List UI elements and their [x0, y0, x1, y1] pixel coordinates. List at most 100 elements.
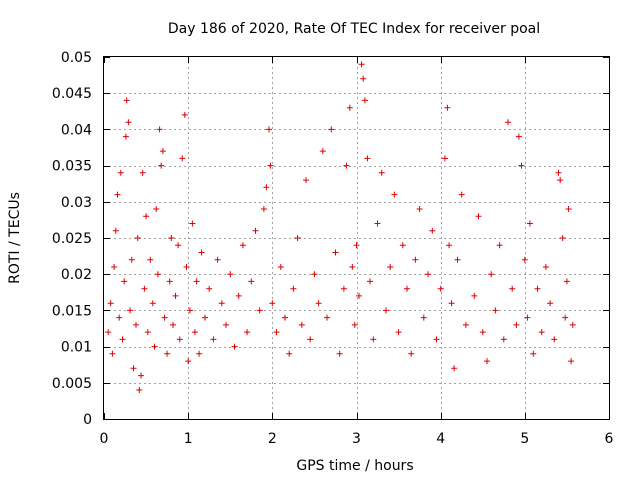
data-point	[176, 336, 183, 343]
data-point	[324, 314, 330, 321]
data-point	[134, 235, 141, 241]
data-point	[429, 227, 436, 234]
data-point	[360, 75, 367, 82]
data-point	[562, 314, 569, 321]
data-point	[416, 206, 423, 212]
data-point	[109, 350, 116, 357]
data-point	[568, 358, 575, 365]
data-point	[408, 350, 415, 357]
data-point	[153, 206, 160, 212]
data-point	[193, 278, 200, 285]
data-point	[496, 242, 503, 249]
data-point	[383, 307, 389, 314]
x-axis-title: GPS time / hours	[296, 458, 413, 474]
y-tick-label: 0.02	[61, 267, 92, 283]
data-point	[451, 365, 458, 372]
y-axis-title: ROTI / TECUs	[7, 192, 23, 284]
data-point	[509, 285, 516, 292]
x-tick-label: 1	[184, 431, 193, 447]
data-point	[328, 126, 335, 133]
data-point	[156, 126, 163, 133]
data-point	[290, 285, 297, 292]
data-point	[471, 292, 478, 299]
y-tick-label: 0.025	[52, 231, 92, 247]
data-point	[332, 249, 339, 256]
data-point	[307, 336, 314, 343]
data-point	[191, 329, 198, 336]
data-point	[557, 177, 564, 184]
data-point	[513, 321, 520, 328]
data-point	[526, 220, 533, 227]
data-point	[315, 300, 322, 307]
data-point	[239, 242, 246, 249]
data-point	[273, 329, 280, 336]
data-point	[454, 256, 461, 263]
data-point	[117, 169, 124, 176]
data-point	[164, 350, 171, 357]
grid	[104, 57, 609, 419]
data-point	[475, 213, 482, 220]
data-point	[196, 350, 203, 357]
data-point	[563, 278, 570, 285]
data-point	[151, 343, 158, 350]
y-tick-label: 0.03	[61, 195, 92, 211]
axis-ticks	[104, 57, 610, 420]
data-point	[267, 162, 274, 169]
data-point	[488, 271, 495, 278]
data-point	[569, 321, 576, 328]
data-point	[123, 97, 130, 104]
data-point	[256, 307, 263, 314]
data-point	[170, 321, 176, 328]
data-point	[179, 155, 186, 162]
data-point	[500, 336, 507, 343]
data-point	[311, 271, 318, 278]
data-point	[530, 350, 537, 357]
data-point	[462, 321, 469, 328]
y-tick-label: 0.05	[61, 50, 92, 66]
data-point	[139, 169, 146, 176]
data-point	[277, 264, 284, 270]
data-point	[433, 336, 440, 343]
data-point	[370, 336, 377, 343]
data-point	[202, 314, 208, 321]
data-point	[116, 314, 123, 321]
data-point	[105, 329, 112, 336]
data-point	[518, 162, 525, 169]
data-point	[484, 358, 490, 365]
data-point	[343, 162, 350, 169]
data-point	[441, 155, 448, 162]
data-point	[538, 329, 545, 336]
data-point	[444, 104, 451, 111]
x-tick-label: 3	[352, 431, 361, 447]
data-point	[269, 300, 276, 307]
data-point	[214, 256, 221, 263]
data-point	[534, 285, 541, 292]
data-point	[161, 314, 168, 321]
data-point	[149, 300, 156, 307]
y-tick-labels: 0 0.005 0.01 0.015 0.02 0.025 0.03 0.035 0.04 0.0…	[52, 50, 92, 428]
data-point	[521, 256, 528, 263]
data-point	[349, 264, 356, 270]
data-point	[206, 285, 213, 292]
data-point	[479, 329, 486, 336]
data-point	[294, 235, 301, 241]
data-point	[266, 126, 272, 133]
x-tick-labels: 0 1 2 3 4 5 6	[100, 431, 614, 447]
data-point	[387, 264, 394, 270]
data-point	[158, 162, 165, 169]
data-point	[361, 97, 368, 104]
data-point	[141, 285, 148, 292]
data-point	[340, 285, 347, 292]
x-tick-label: 0	[100, 431, 109, 447]
data-point	[175, 242, 182, 249]
data-point	[144, 329, 151, 336]
data-point	[122, 133, 129, 140]
data-point	[346, 104, 353, 111]
data-point	[111, 264, 118, 270]
y-tick-label: 0	[83, 412, 92, 428]
y-tick-label: 0.01	[61, 340, 92, 356]
data-point	[218, 300, 225, 307]
data-point	[198, 249, 205, 256]
data-point	[143, 213, 150, 220]
data-point	[248, 278, 255, 285]
